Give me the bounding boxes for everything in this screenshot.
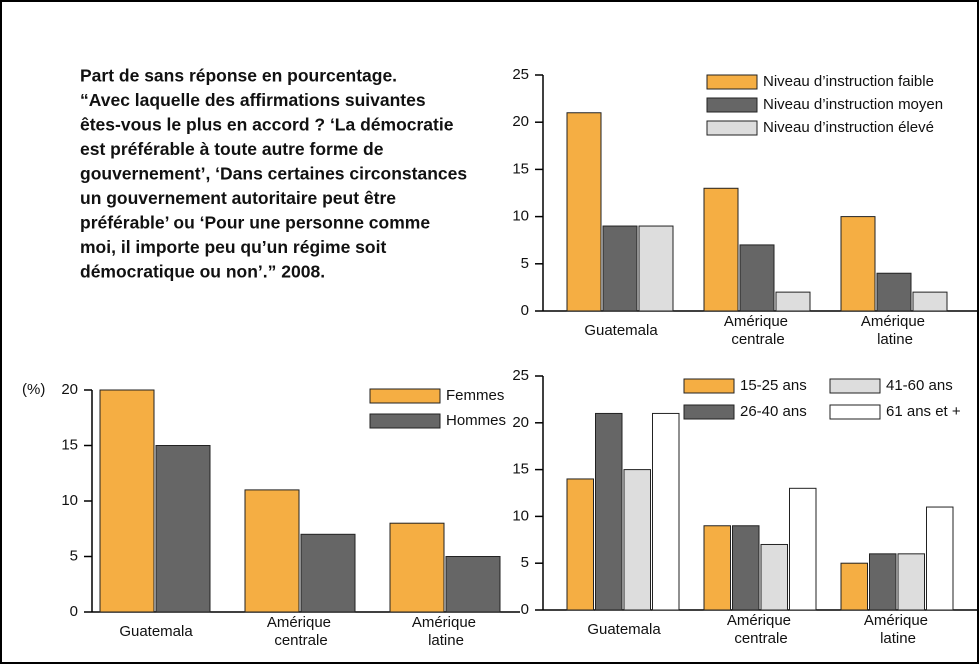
y-tick-label: 0 [521, 302, 529, 319]
y-tick-label: 15 [512, 461, 529, 478]
y-tick-label: 0 [521, 601, 529, 618]
y-tick-label: 20 [512, 113, 529, 130]
bar [926, 506, 954, 611]
bar [840, 562, 868, 611]
y-tick-label: 25 [512, 66, 529, 83]
legend-swatch [683, 378, 735, 394]
legend-swatch [369, 413, 441, 429]
legend-label: 61 ans et + [886, 403, 961, 420]
x-tick-label: Amérique centrale [724, 313, 792, 348]
x-tick-label: Guatemala [119, 623, 193, 640]
description-line: préférable’ ou ‘Pour une personne comme [80, 213, 430, 233]
description-line: êtes-vous le plus en accord ? ‘La démocr… [80, 115, 454, 135]
description-line: est préférable à toute autre forme de [80, 139, 384, 159]
y-tick-label: 20 [512, 414, 529, 431]
description-line: un gouvernement autoritaire peut être [80, 188, 396, 208]
legend-label: Niveau d’instruction moyen [763, 96, 943, 113]
y-tick-label: 25 [512, 367, 529, 384]
legend-swatch [829, 378, 881, 394]
bar [739, 244, 775, 312]
bar [912, 291, 948, 312]
legend-swatch [706, 120, 758, 136]
x-tick-label: Amérique latine [412, 614, 480, 649]
legend-swatch [706, 74, 758, 90]
bar [566, 112, 602, 312]
y-tick-label: 10 [512, 507, 529, 524]
y-axis-label: (%) [22, 381, 45, 398]
bar [445, 556, 501, 613]
x-tick-label: Amérique latine [864, 612, 932, 647]
y-tick-label: 10 [61, 492, 78, 509]
x-tick-label: Guatemala [587, 621, 661, 638]
y-tick-label: 10 [512, 208, 529, 225]
y-tick-label: 15 [512, 160, 529, 177]
legend-label: Niveau d’instruction faible [763, 73, 934, 90]
bar [595, 412, 623, 611]
legend-label: 41-60 ans [886, 377, 953, 394]
description-line: “Avec laquelle des affirmations suivante… [80, 90, 426, 110]
bar [652, 412, 680, 611]
x-tick-label: Guatemala [584, 322, 658, 339]
y-tick-label: 5 [521, 255, 529, 272]
bar [566, 478, 594, 611]
legend-swatch [369, 388, 441, 404]
description-line: Part de sans réponse en pourcentage. [80, 66, 397, 86]
bar [703, 525, 731, 611]
legend-label: Hommes [446, 412, 506, 429]
legend-label: Femmes [446, 387, 504, 404]
y-tick-label: 5 [70, 547, 78, 564]
bar [623, 469, 651, 611]
bar [897, 553, 925, 611]
legend-label: Niveau d’instruction élevé [763, 119, 934, 136]
x-tick-label: Amérique centrale [267, 614, 335, 649]
bar [703, 187, 739, 312]
bar [760, 543, 788, 611]
bar [869, 553, 897, 611]
description-line: démocratique ou non’.” 2008. [80, 262, 325, 282]
bar [789, 487, 817, 611]
bar [602, 225, 638, 312]
y-tick-label: 5 [521, 554, 529, 571]
legend-swatch [829, 404, 881, 420]
bar [155, 445, 211, 613]
bar [876, 272, 912, 312]
legend-swatch [706, 97, 758, 113]
legend-swatch [683, 404, 735, 420]
description-line: moi, il importe peu qu’un régime soit [80, 237, 386, 257]
x-tick-label: Amérique latine [861, 313, 929, 348]
x-tick-label: Amérique centrale [727, 612, 795, 647]
bar [775, 291, 811, 312]
legend-label: 15-25 ans [740, 377, 807, 394]
bar [99, 389, 155, 613]
bar [840, 216, 876, 312]
bar [300, 533, 356, 613]
y-tick-label: 15 [61, 436, 78, 453]
y-tick-label: 20 [61, 381, 78, 398]
description-line: gouvernement’, ‘Dans certaines circonsta… [80, 164, 467, 184]
bar [244, 489, 300, 613]
bar [389, 522, 445, 613]
bar [732, 525, 760, 611]
bar [638, 225, 674, 312]
y-tick-label: 0 [70, 603, 78, 620]
legend-label: 26-40 ans [740, 403, 807, 420]
